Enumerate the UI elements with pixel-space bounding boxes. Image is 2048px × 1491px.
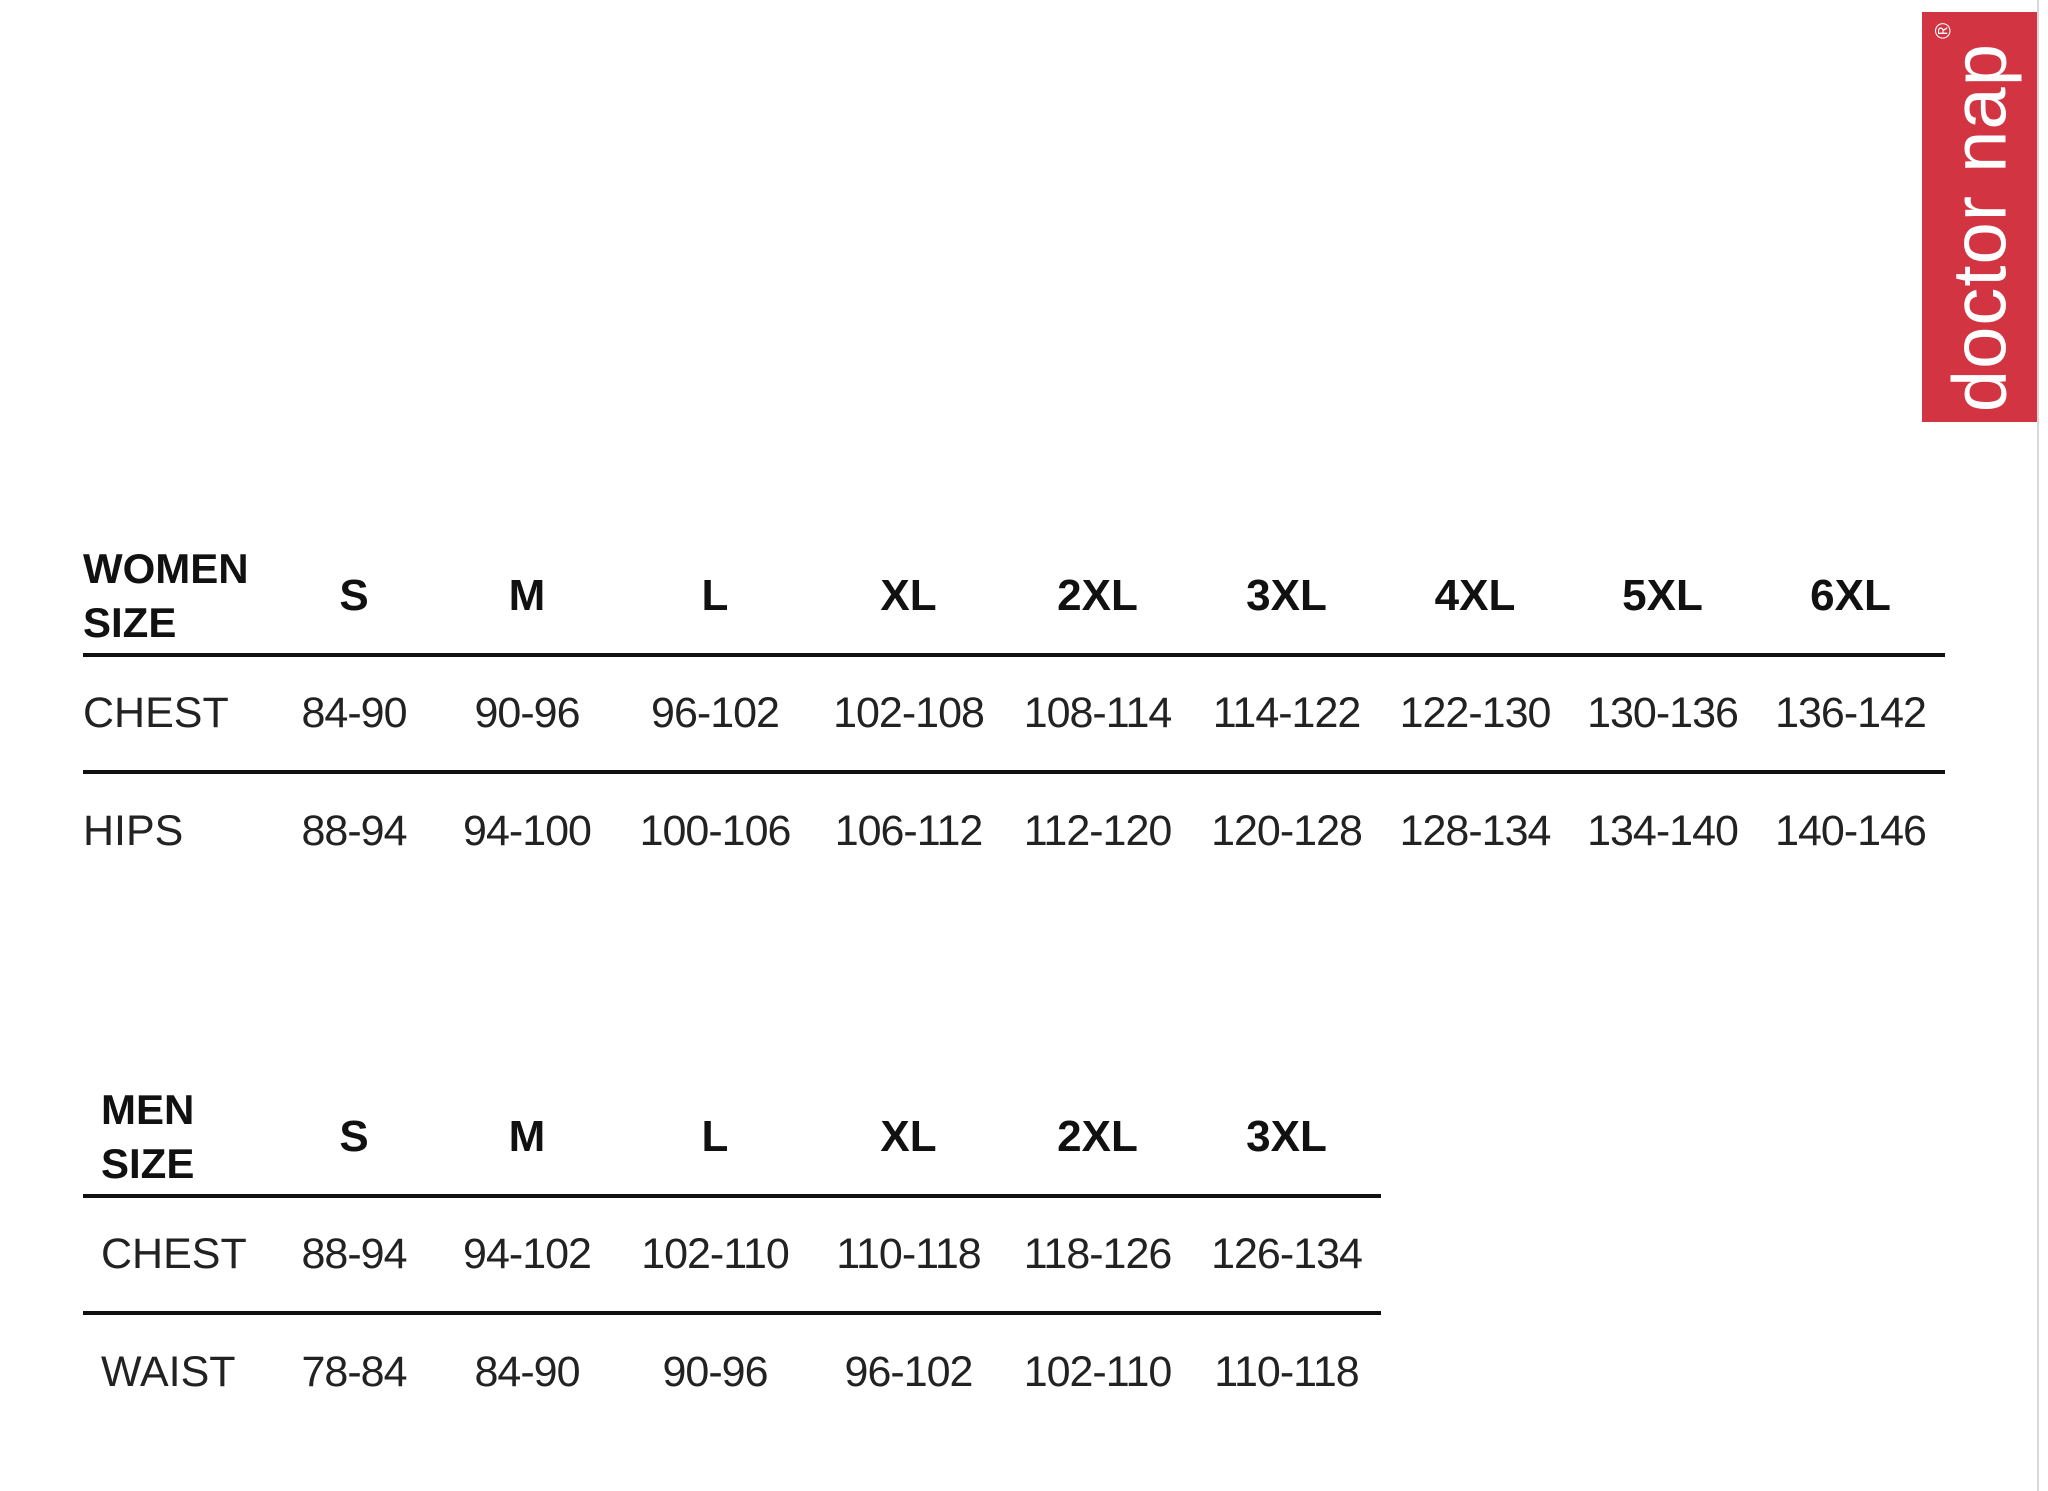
row-label: CHEST bbox=[83, 655, 270, 774]
registered-mark: ® bbox=[1930, 21, 1955, 40]
measurement-cell: 114-122 bbox=[1192, 655, 1381, 774]
table-row-chest: CHEST 84-90 90-96 96-102 102-108 108-114 114-1… bbox=[83, 655, 1945, 774]
measurement-cell: 88-94 bbox=[270, 1196, 438, 1315]
size-header-6xl: 6XL bbox=[1756, 538, 1945, 657]
size-header-2xl: 2XL bbox=[1003, 1079, 1192, 1198]
title-line: MEN bbox=[101, 1085, 195, 1133]
measurement-cell: 78-84 bbox=[301, 1348, 408, 1396]
measurement-cell: 102-108 bbox=[814, 655, 1003, 774]
measurement-cell: 100-106 bbox=[639, 807, 792, 855]
size-header-l: L bbox=[616, 538, 814, 657]
row-label: HIPS bbox=[83, 807, 184, 855]
size-header-3xl: 3XL bbox=[1192, 1079, 1381, 1198]
measurement-cell: 120-128 bbox=[1211, 807, 1363, 855]
measurement-cell: 102-110 bbox=[616, 1196, 814, 1315]
measurement-cell: 136-142 bbox=[1756, 655, 1945, 774]
size-header-xl: XL bbox=[814, 538, 1003, 657]
measurement-cell: 110-118 bbox=[1214, 1348, 1359, 1396]
measurement-cell: 122-130 bbox=[1381, 655, 1569, 774]
size-header-5xl: 5XL bbox=[1569, 538, 1756, 657]
measurement-cell: 102-110 bbox=[1023, 1348, 1173, 1396]
size-header-xl: XL bbox=[814, 1079, 1003, 1198]
women-header-row: WOMEN SIZE S M L XL 2XL 3XL 4XL 5XL 6XL bbox=[83, 538, 1945, 657]
measurement-cell: 118-126 bbox=[1003, 1196, 1192, 1315]
measurement-cell: 128-134 bbox=[1399, 807, 1552, 855]
measurement-cell: 96-102 bbox=[616, 655, 814, 774]
table-row-chest: CHEST 88-94 94-102 102-110 110-118 118-126 126… bbox=[83, 1196, 1381, 1315]
measurement-cell: 140-146 bbox=[1775, 807, 1927, 855]
measurement-cell: 94-100 bbox=[463, 807, 592, 855]
women-size-table: WOMEN SIZE S M L XL 2XL 3XL 4XL 5XL 6XL CHEST 84-90 9… bbox=[83, 538, 1945, 889]
table-row-hips: HIPS 88-94 94-100 100-106 106-112 112-120 120-… bbox=[83, 772, 1945, 889]
size-header-s: S bbox=[270, 1079, 438, 1198]
measurement-cell: 90-96 bbox=[438, 655, 616, 774]
measurement-cell: 96-102 bbox=[844, 1348, 974, 1396]
brand-name: doctor nap bbox=[1937, 43, 2022, 413]
size-header-m: M bbox=[438, 1079, 616, 1198]
measurement-cell: 90-96 bbox=[662, 1348, 769, 1396]
men-size-table: MEN SIZE S M L XL 2XL 3XL CHEST 88-94 94-102 102-11… bbox=[83, 1079, 1381, 1430]
measurement-cell: 108-114 bbox=[1003, 655, 1192, 774]
measurement-cell: 112-120 bbox=[1023, 807, 1173, 855]
table-row-waist: WAIST 78-84 84-90 90-96 96-102 102-110 110-118 bbox=[83, 1313, 1381, 1430]
size-header-m: M bbox=[438, 538, 616, 657]
measurement-cell: 126-134 bbox=[1192, 1196, 1381, 1315]
men-header-row: MEN SIZE S M L XL 2XL 3XL bbox=[83, 1079, 1381, 1198]
size-header-l: L bbox=[616, 1079, 814, 1198]
page-edge-divider bbox=[2037, 0, 2039, 1491]
men-size-title: MEN SIZE bbox=[83, 1079, 270, 1198]
title-line: SIZE bbox=[101, 1139, 195, 1187]
measurement-cell: 110-118 bbox=[814, 1196, 1003, 1315]
measurement-cell: 84-90 bbox=[270, 655, 438, 774]
title-line: SIZE bbox=[83, 598, 177, 646]
row-label: WAIST bbox=[101, 1348, 236, 1396]
brand-logo-text: doctor nap ® bbox=[1930, 22, 2023, 413]
size-header-4xl: 4XL bbox=[1381, 538, 1569, 657]
size-header-3xl: 3XL bbox=[1192, 538, 1381, 657]
women-size-title: WOMEN SIZE bbox=[83, 538, 270, 657]
measurement-cell: 106-112 bbox=[834, 807, 984, 855]
size-header-2xl: 2XL bbox=[1003, 538, 1192, 657]
size-header-s: S bbox=[270, 538, 438, 657]
row-label: CHEST bbox=[83, 1196, 270, 1315]
title-line: WOMEN bbox=[83, 544, 249, 592]
brand-logo: doctor nap ® bbox=[1922, 12, 2037, 422]
measurement-cell: 130-136 bbox=[1569, 655, 1756, 774]
measurement-cell: 94-102 bbox=[438, 1196, 616, 1315]
measurement-cell: 134-140 bbox=[1587, 807, 1739, 855]
measurement-cell: 84-90 bbox=[474, 1348, 581, 1396]
measurement-cell: 88-94 bbox=[301, 807, 408, 855]
